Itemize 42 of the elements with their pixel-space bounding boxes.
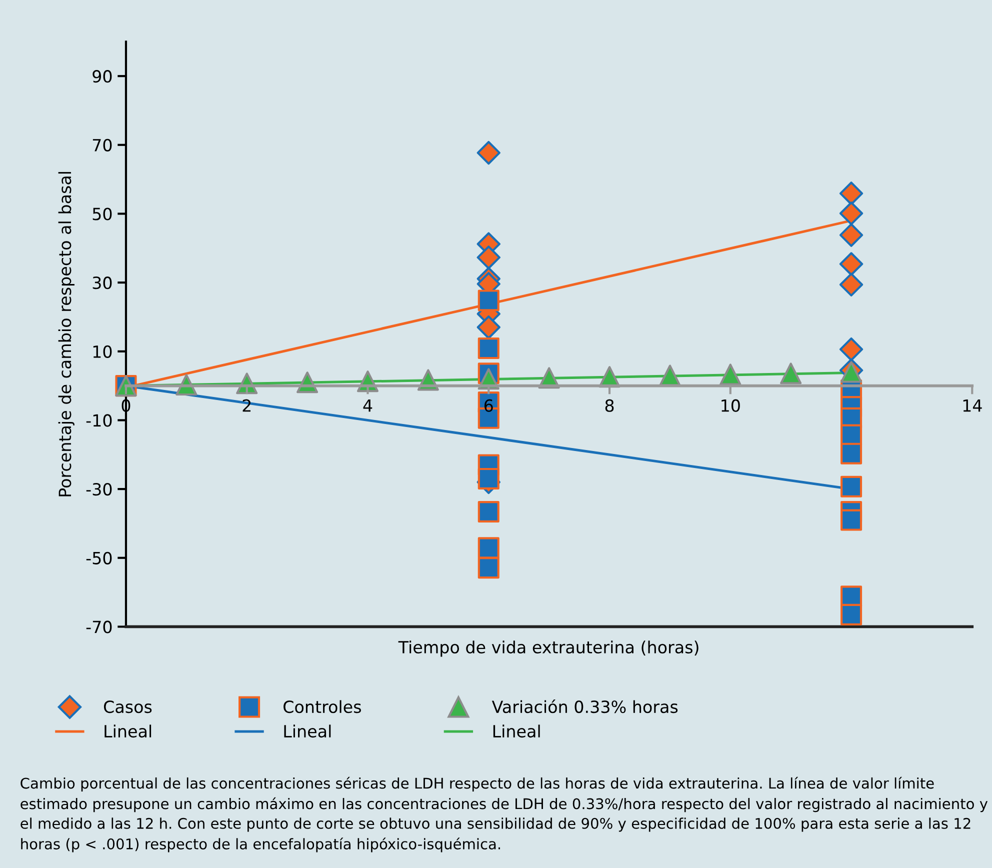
- y-tick-label: 70: [92, 138, 112, 152]
- x-tick-label: 10: [722, 399, 740, 412]
- point: [839, 337, 864, 362]
- point: [478, 338, 500, 360]
- point: [839, 272, 864, 296]
- legend-label: Variación 0.33% horas: [492, 700, 678, 714]
- point: [839, 202, 864, 226]
- point: [839, 182, 864, 206]
- y-tick-label: -10: [86, 414, 112, 427]
- point: [840, 476, 862, 498]
- point: [839, 252, 864, 276]
- point: [476, 246, 500, 270]
- point: [478, 557, 500, 579]
- point: [840, 509, 862, 531]
- point: [840, 442, 862, 464]
- legend-label: Casos: [104, 700, 152, 714]
- x-tick-label: 14: [963, 400, 982, 412]
- point: [720, 364, 742, 386]
- y-tick-label: 30: [92, 276, 112, 290]
- point: [478, 500, 500, 523]
- text: Cambio porcentual de las concentraciones séricas de LDH respecto de las horas de vida extrauterina. La línea de valor límite estimado presupone un cambio máximo en las concentraciones de LDH de 0.33%/hora respecto del valor registrado al nacimiento y el medido a las 12 h. Con este punto de corte se obtuvo una sensibilidad de 90% y especificidad de 100% para esta serie a las 12 horas (p < .001) respecto de la encefalopatía hipóxico-isquémica.: [20, 776, 988, 852]
- y-tick-label: -30: [86, 483, 112, 496]
- legend-label: Lineal: [284, 724, 331, 738]
- point: [780, 362, 802, 384]
- legend-label: Controles: [284, 700, 361, 714]
- point: [476, 140, 500, 165]
- y-tick-label: -50: [86, 552, 112, 564]
- point: [478, 290, 500, 312]
- y-tick-label: 50: [92, 208, 112, 220]
- x-axis-title: Tiempo de vida extrauterina (horas): [398, 640, 698, 657]
- x-tick-label: 4: [363, 400, 372, 412]
- point: [840, 604, 862, 626]
- y-axis-title: Porcentaje de cambio respecto al basal: [58, 172, 74, 496]
- point: [476, 315, 500, 340]
- legend-label: Lineal: [104, 724, 152, 738]
- point: [478, 537, 500, 559]
- y-tick-label: 10: [93, 345, 112, 358]
- legend-label: Lineal: [493, 724, 540, 738]
- y-tick-label: -70: [86, 620, 112, 634]
- point: [839, 223, 864, 247]
- y-tick-label: 90: [92, 70, 112, 83]
- x-tick-label: 8: [605, 399, 614, 412]
